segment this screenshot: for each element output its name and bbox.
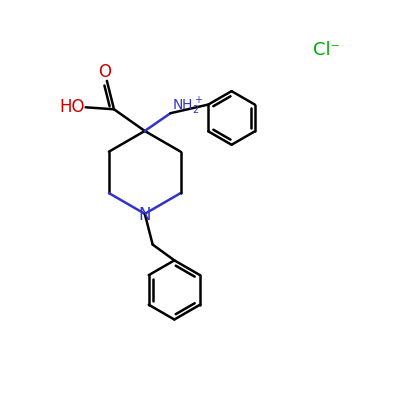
Text: O: O [98, 63, 112, 81]
Text: Cl⁻: Cl⁻ [313, 41, 340, 59]
Text: NH$_2^+$: NH$_2^+$ [172, 96, 204, 117]
Text: N: N [138, 206, 151, 224]
Text: HO: HO [59, 98, 84, 116]
